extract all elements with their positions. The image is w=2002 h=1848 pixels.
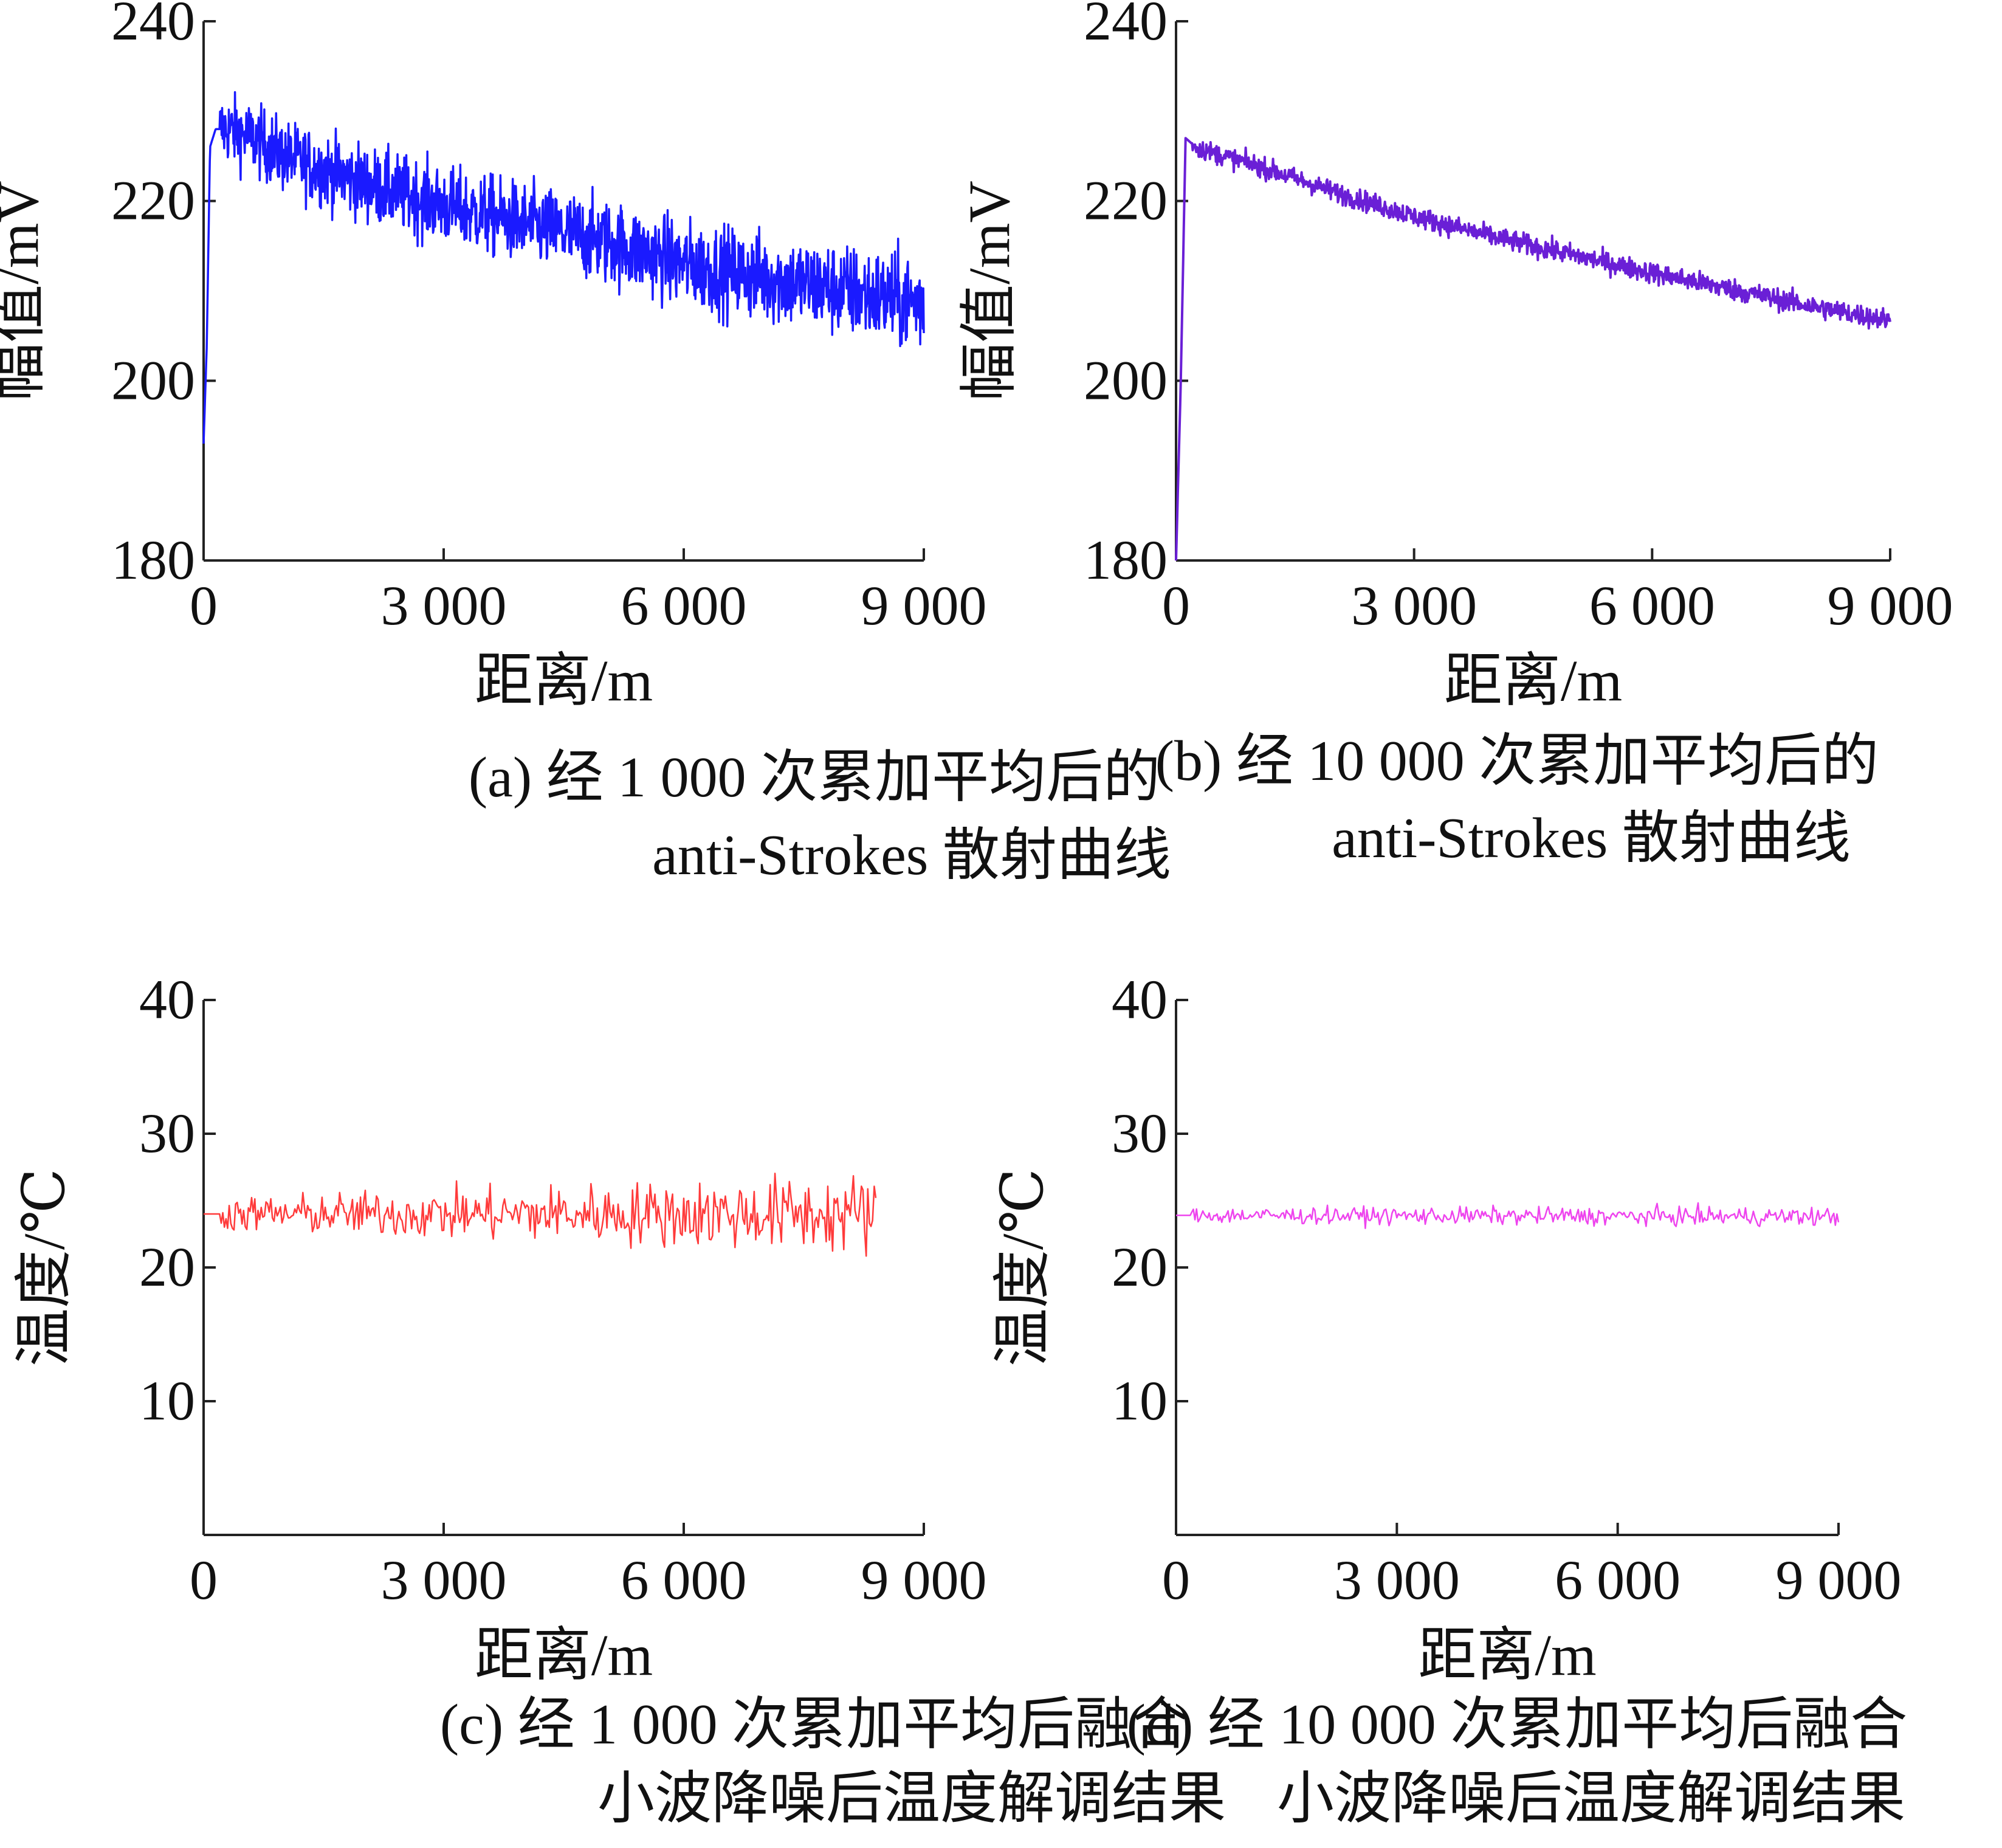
y-tick-label: 20	[139, 1236, 195, 1298]
chart-a: 180 200 220 240 0 3 000 6 000 9 000 距离/m 幅值/mV (a)…	[0, 0, 1171, 887]
x-tick-label: 0	[190, 1549, 218, 1611]
y-axis-label: 温度/℃	[990, 1168, 1055, 1367]
y-axis-label: 温度/℃	[12, 1168, 77, 1367]
x-axis-label: 距离/m	[1418, 1622, 1596, 1688]
x-tick-label: 9 000	[861, 574, 987, 636]
y-tick-label: 40	[139, 968, 195, 1030]
chart-caption: anti-Strokes 散射曲线	[652, 824, 1171, 887]
x-tick-label: 6 000	[1589, 574, 1715, 636]
series-line	[202, 91, 925, 444]
chart-caption: 小波降噪后温度解调结果	[1277, 1767, 1905, 1830]
x-tick-label: 0	[1162, 574, 1190, 636]
chart-caption: (a) 经 1 000 次累加平均后的	[469, 746, 1160, 809]
x-tick-label: 0	[1162, 1549, 1190, 1611]
series-line	[204, 1173, 877, 1257]
y-tick-label: 20	[1112, 1236, 1168, 1298]
y-tick-label: 180	[1084, 529, 1168, 591]
y-tick-label: 40	[1112, 968, 1168, 1030]
chart-caption: (b) 经 10 000 次累加平均后的	[1155, 729, 1879, 793]
y-tick-label: 30	[139, 1102, 195, 1164]
series-line	[1175, 137, 1891, 561]
y-axis-label: 幅值/mV	[957, 181, 1022, 401]
chart-b: 180 200 220 240 0 3 000 6 000 9 000 距离/m 幅值/mV (b)…	[957, 0, 1953, 870]
x-tick-label: 9 000	[1828, 574, 1953, 636]
chart-c: 10 20 30 40 0 3 000 6 000 9 000 距离/m 温度/℃ (c) 经 1 …	[12, 968, 1226, 1830]
y-axis-label: 幅值/mV	[0, 181, 50, 401]
chart-caption: anti-Strokes 散射曲线	[1332, 807, 1851, 870]
x-axis-label: 距离/m	[475, 1622, 653, 1688]
y-tick-label: 220	[111, 170, 195, 232]
x-axis-label: 距离/m	[475, 648, 653, 713]
y-tick-label: 30	[1112, 1102, 1168, 1164]
x-tick-label: 3 000	[381, 1549, 507, 1611]
y-tick-label: 240	[1084, 0, 1168, 52]
x-tick-label: 3 000	[1351, 574, 1477, 636]
series-line	[1176, 1202, 1840, 1229]
x-tick-label: 9 000	[861, 1549, 987, 1611]
x-tick-label: 6 000	[621, 1549, 747, 1611]
chart-caption: 小波降噪后温度解调结果	[597, 1767, 1226, 1830]
x-tick-label: 6 000	[1555, 1549, 1680, 1611]
y-tick-label: 200	[1084, 349, 1168, 411]
chart-caption: (d) 经 10 000 次累加平均后融合	[1127, 1693, 1908, 1756]
chart-caption: (c) 经 1 000 次累加平均后融合	[440, 1693, 1189, 1756]
y-tick-label: 10	[1112, 1370, 1168, 1432]
x-tick-label: 3 000	[1334, 1549, 1460, 1611]
y-tick-label: 220	[1084, 170, 1168, 232]
y-tick-label: 240	[111, 0, 195, 52]
y-tick-label: 200	[111, 349, 195, 411]
x-tick-label: 0	[190, 574, 218, 636]
x-tick-label: 3 000	[381, 574, 507, 636]
x-tick-label: 9 000	[1776, 1549, 1902, 1611]
x-tick-label: 6 000	[621, 574, 747, 636]
x-axis-label: 距离/m	[1444, 648, 1622, 713]
chart-d: 10 20 30 40 0 3 000 6 000 9 000 距离/m 温度/℃ (d) 经 10…	[990, 968, 1907, 1830]
y-tick-label: 180	[111, 529, 195, 591]
y-tick-label: 10	[139, 1370, 195, 1432]
